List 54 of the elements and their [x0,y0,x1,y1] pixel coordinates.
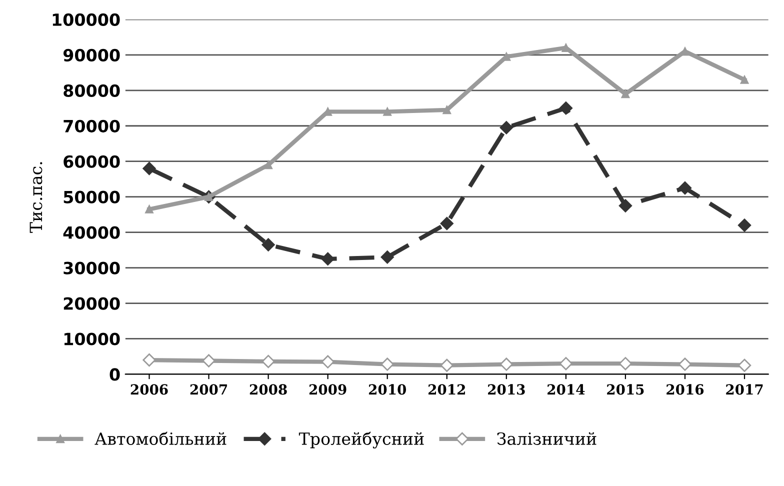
legend-label: Залізничий [497,432,596,445]
x-tick-label: 2013 [488,384,525,395]
x-tick-label: 2006 [130,384,168,395]
point [383,108,392,116]
point [145,205,154,214]
point [618,199,632,212]
y-tick-label: 10000 [64,332,120,346]
point [142,162,156,176]
y-tick-label: 80000 [64,84,120,97]
x-tick-label: 2012 [428,384,465,395]
point [618,356,632,370]
point [440,358,454,372]
y-tick-label: 20000 [64,297,120,310]
point [738,358,752,372]
point [559,356,573,370]
point [740,76,749,84]
point [738,218,752,232]
x-tick-label: 2015 [607,384,644,395]
point [262,238,275,252]
point [321,355,334,368]
y-tick-label: 30000 [64,262,120,274]
point [500,121,513,134]
y-axis-title: Тис.пас. [30,162,42,233]
y-tick-label: 90000 [63,48,120,62]
point [262,354,275,368]
point [202,354,216,368]
x-tick-label: 2007 [190,384,227,395]
y-tick-label: 70000 [64,120,120,132]
x-tick-label: 2010 [368,384,406,395]
point [442,106,452,114]
x-tick-label: 2008 [250,384,287,395]
x-tick-label: 2016 [666,384,704,395]
point [142,353,156,367]
legend-label: Автомобільний [94,432,226,445]
point [380,358,394,371]
x-tick-label: 2009 [309,384,346,395]
y-tick-label: 40000 [63,226,120,239]
point [678,358,692,371]
point [264,160,272,170]
point [440,216,454,230]
point [621,90,630,98]
point [559,102,573,115]
legend-label: Тролейбусний [298,432,424,448]
y-tick-label: 0 [110,368,120,381]
x-tick-label: 2014 [548,384,585,395]
x-tick-label: 2017 [726,384,763,395]
y-tick-label: 50000 [64,190,120,204]
point [678,181,692,195]
point [321,252,334,266]
point [500,358,513,371]
line-series [145,44,749,214]
y-tick-label: 60000 [64,155,120,168]
point [380,250,394,264]
y-tick-label: 100000 [52,13,120,26]
